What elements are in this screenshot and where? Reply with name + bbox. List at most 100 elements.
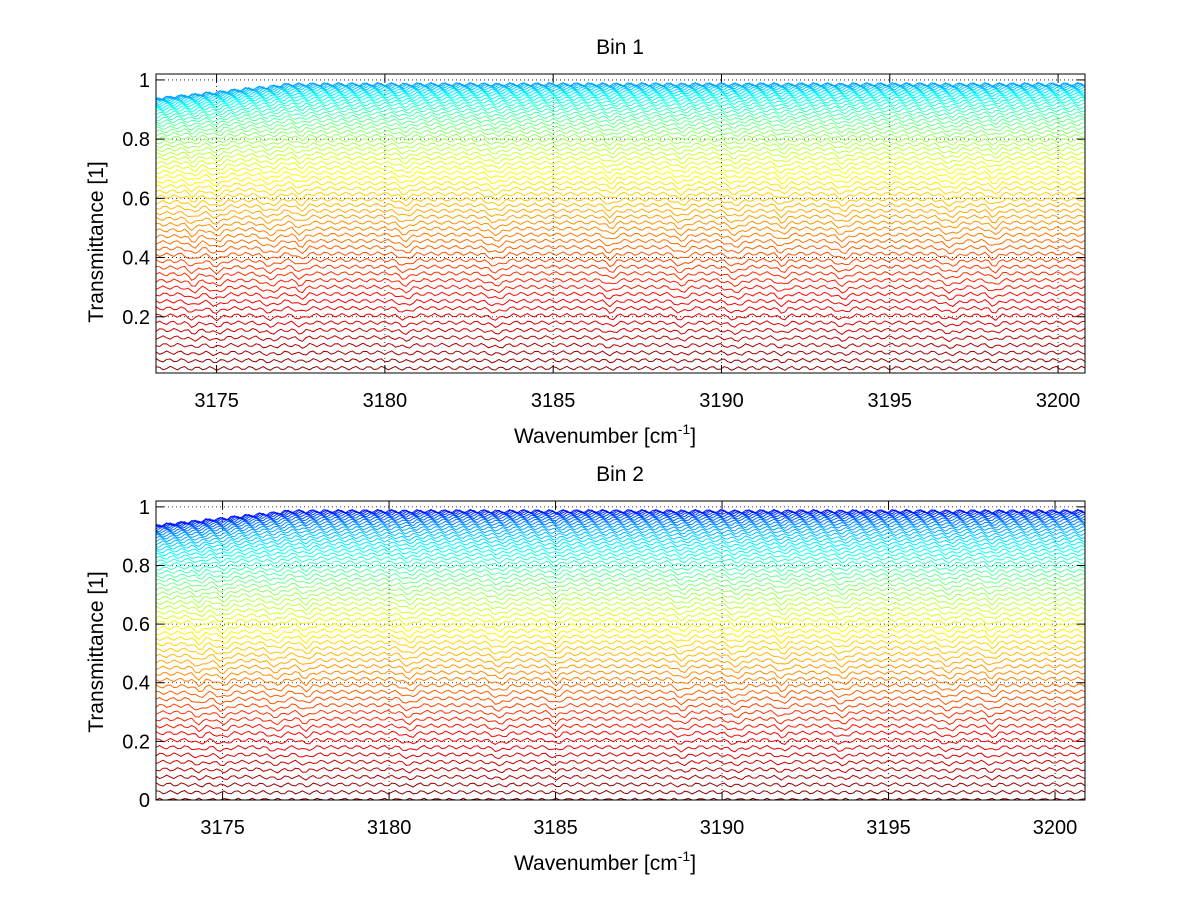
spectrum-line <box>155 170 1086 182</box>
x-tick-label: 3190 <box>700 817 745 839</box>
spectrum-line <box>155 789 1086 795</box>
spectrum-line <box>155 133 1086 145</box>
spectrum-line <box>155 180 1086 193</box>
spectrum-line <box>155 264 1086 275</box>
spectrum-line <box>155 639 1086 650</box>
x-tick-label: 3200 <box>1033 817 1078 839</box>
spectrum-line <box>155 175 1086 187</box>
spectrum-line <box>155 244 1086 255</box>
x-axis-label-sup: -1 <box>678 848 691 864</box>
spectrum-line <box>155 251 1086 262</box>
x-tick-label: 3185 <box>531 390 576 412</box>
spectrum-line <box>155 509 1086 528</box>
x-axis-label: Wavenumber [cm-1] <box>514 848 696 875</box>
spectrum-line <box>155 767 1086 774</box>
spectrum-line <box>155 689 1086 699</box>
y-axis-label: Transmittance [1] <box>85 161 108 322</box>
x-tick-label: 3190 <box>699 390 744 412</box>
spectrum-line <box>155 730 1086 739</box>
spectrum-line <box>155 702 1086 713</box>
spectrum-line <box>155 82 1086 101</box>
spectrum-line <box>155 111 1086 125</box>
panel-bin-2: 3175 3180 3185 3190 3195 3200 00.20.40.60.81 … <box>85 463 1086 875</box>
y-tick-labels: 0.2 0.4 0.6 0.8 1 <box>122 70 150 329</box>
x-axis-label-main: Wavenumber [cm <box>514 852 678 875</box>
spectrum-line <box>155 104 1086 119</box>
spectrum-line <box>155 197 1086 209</box>
spectrum-line <box>155 137 1086 149</box>
x-axis-label-sup: -1 <box>678 421 691 437</box>
spectrum-line <box>155 537 1086 551</box>
x-tick-label: 3180 <box>363 390 408 412</box>
y-tick-label: 0.4 <box>122 673 150 695</box>
spectrum-line <box>155 142 1086 154</box>
y-tick-label: 0.8 <box>122 555 150 577</box>
spectrum-line <box>155 523 1086 538</box>
spectrum-line <box>155 320 1086 329</box>
series-group <box>155 508 1086 801</box>
spectrum-line <box>155 744 1086 753</box>
y-tick-label: 0 <box>139 790 150 812</box>
x-axis-label-end: ] <box>690 852 696 875</box>
spectrum-line <box>155 752 1086 760</box>
spectrum-line <box>155 657 1086 669</box>
x-tick-label: 3175 <box>194 390 239 412</box>
spectrum-line <box>155 716 1086 726</box>
y-tick-labels: 0 0.2 0.4 0.6 0.8 1 <box>122 497 150 812</box>
spectrum-line <box>155 531 1086 546</box>
spectrum-line <box>155 365 1086 371</box>
spectrum-line <box>155 118 1086 131</box>
axes-box <box>155 73 1086 374</box>
axes-box <box>155 500 1086 801</box>
spectrum-line <box>155 596 1086 609</box>
spectrum-line <box>155 586 1086 598</box>
spectrum-line <box>155 683 1086 693</box>
gridlines <box>156 74 1085 373</box>
x-tick-label: 3175 <box>200 817 245 839</box>
spectrum-line <box>155 82 1086 102</box>
spectrum-line <box>155 518 1086 535</box>
spectrum-line <box>155 208 1086 219</box>
x-tick-labels: 3175 3180 3185 3190 3195 3200 <box>194 390 1080 412</box>
spectrum-line <box>155 617 1086 629</box>
spectrum-line <box>155 591 1086 604</box>
y-tick-label: 0.8 <box>122 129 150 151</box>
spectrum-line <box>155 709 1086 719</box>
spectrum-line <box>155 651 1086 662</box>
spectrum-line <box>155 622 1086 634</box>
spectrum-line <box>155 568 1086 580</box>
x-tick-label: 3180 <box>367 817 412 839</box>
spectrum-line <box>155 160 1086 173</box>
spectrum-line <box>155 220 1086 232</box>
panel-bin-1: 3175 3180 3185 3190 3195 3200 0.2 0.4 0.6 0.8 1 B… <box>85 36 1086 448</box>
y-tick-label: 0.2 <box>122 731 150 753</box>
spectrum-line <box>155 612 1086 623</box>
spectrum-line <box>155 528 1086 543</box>
x-tick-labels: 3175 3180 3185 3190 3195 3200 <box>200 817 1077 839</box>
x-tick-label: 3185 <box>533 817 578 839</box>
y-tick-label: 0.6 <box>122 188 150 210</box>
y-axis-label: Transmittance [1] <box>85 571 108 732</box>
spectrum-line <box>155 91 1086 108</box>
spectrum-line <box>155 257 1086 268</box>
spectrum-line <box>155 284 1086 294</box>
spectrum-line <box>155 723 1086 733</box>
tick-marks <box>156 501 1085 801</box>
x-tick-label: 3200 <box>1036 390 1081 412</box>
spectrum-line <box>155 774 1086 781</box>
spectrum-line <box>155 186 1086 199</box>
y-tick-label: 1 <box>139 70 150 92</box>
chart-title: Bin 1 <box>596 36 644 59</box>
spectrum-line <box>155 582 1086 594</box>
y-tick-label: 1 <box>139 497 150 519</box>
x-tick-label: 3195 <box>866 817 911 839</box>
x-axis-label-end: ] <box>690 425 696 448</box>
y-tick-label: 0.2 <box>122 307 150 329</box>
spectrum-line <box>155 125 1086 138</box>
spectrum-line <box>155 312 1086 322</box>
spectrum-line <box>155 534 1086 548</box>
spectrum-line <box>155 87 1086 105</box>
spectrum-line <box>155 93 1086 109</box>
spectrum-line <box>155 271 1086 281</box>
